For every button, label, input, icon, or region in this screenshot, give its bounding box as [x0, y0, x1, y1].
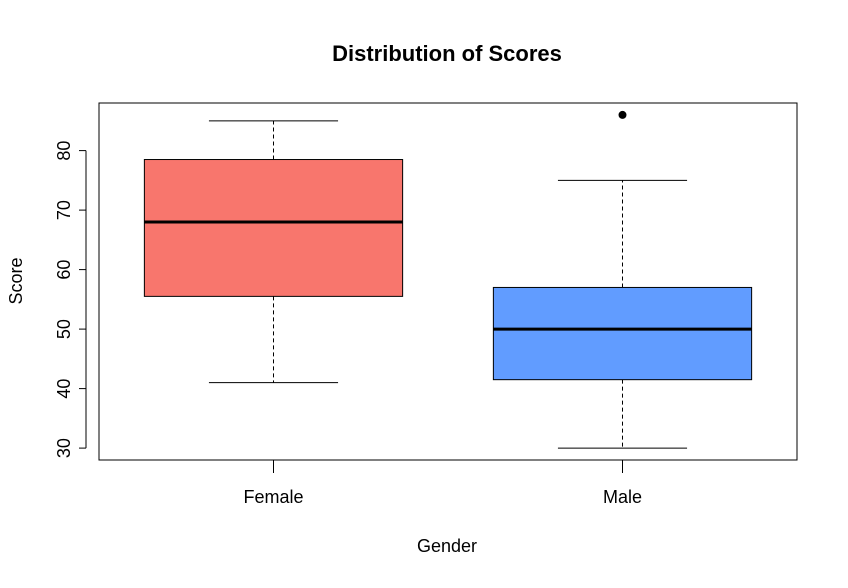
x-axis-label: Gender — [417, 536, 477, 556]
box-male — [492, 110, 753, 449]
y-tick-label: 40 — [54, 379, 74, 399]
y-tick-label: 70 — [54, 200, 74, 220]
box-female — [143, 120, 404, 384]
y-tick-label: 60 — [54, 260, 74, 280]
outlier-point — [618, 110, 627, 119]
y-tick-label: 80 — [54, 141, 74, 161]
y-tick-label: 50 — [54, 319, 74, 339]
x-tick-label: Male — [603, 487, 642, 507]
y-axis: 30 40 50 60 70 80 — [54, 141, 87, 458]
y-axis-label: Score — [6, 257, 26, 304]
x-tick-label: Female — [243, 487, 303, 507]
boxes-group — [143, 110, 753, 449]
iqr-box — [143, 159, 404, 297]
y-tick-label: 30 — [54, 438, 74, 458]
x-axis: Female Male — [243, 460, 642, 507]
chart-title: Distribution of Scores — [332, 41, 562, 66]
iqr-box — [492, 286, 753, 381]
plot-frame — [98, 102, 798, 461]
